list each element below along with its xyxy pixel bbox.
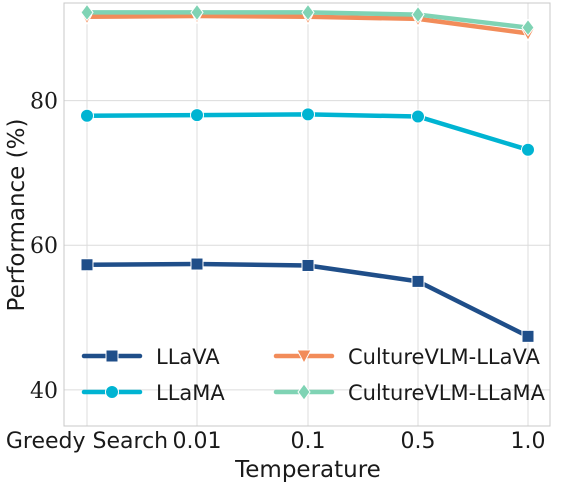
y-axis-title: Performance (%) xyxy=(4,119,30,312)
legend-marker-llama xyxy=(105,385,119,399)
y-tick-label: 40 xyxy=(30,379,58,404)
legend-marker-llava xyxy=(105,349,119,363)
data-point-culturevlm-llama xyxy=(521,18,535,37)
data-point-llava xyxy=(80,258,94,272)
data-point-llama xyxy=(301,107,315,122)
data-point-llama xyxy=(80,108,94,123)
data-point-llama xyxy=(190,108,204,123)
data-point-culturevlm-llama xyxy=(80,3,94,22)
data-point-llava xyxy=(521,329,535,343)
y-tick-label: 60 xyxy=(30,234,58,259)
legend-marker-culturevlm-llava xyxy=(296,349,312,365)
data-point-llama xyxy=(521,142,535,157)
legend-label-llava: LLaVA xyxy=(156,345,220,369)
data-point-culturevlm-llama xyxy=(301,3,315,22)
plot-frame xyxy=(63,2,551,427)
legend-marker-culturevlm-llama xyxy=(297,383,311,401)
x-axis-title: Temperature xyxy=(234,457,381,483)
x-tick-label: 0.5 xyxy=(401,429,436,454)
x-tick-label: Greedy Search xyxy=(6,429,168,454)
legend-label-culturevlm-llava: CultureVLM-LLaVA xyxy=(348,345,540,369)
data-point-llava xyxy=(301,258,315,272)
x-tick-label: 0.1 xyxy=(291,429,326,454)
x-tick-label: 1.0 xyxy=(511,429,546,454)
legend-label-llama: LLaMA xyxy=(156,381,225,405)
data-point-culturevlm-llama xyxy=(411,5,425,24)
x-tick-label: 0.01 xyxy=(173,429,222,454)
legend-label-culturevlm-llama: CultureVLM-LLaMA xyxy=(348,381,546,405)
data-point-llava xyxy=(190,257,204,271)
data-point-culturevlm-llama xyxy=(190,3,204,22)
data-point-llava xyxy=(411,274,425,288)
data-point-llama xyxy=(411,109,425,124)
y-tick-label: 80 xyxy=(30,90,58,115)
